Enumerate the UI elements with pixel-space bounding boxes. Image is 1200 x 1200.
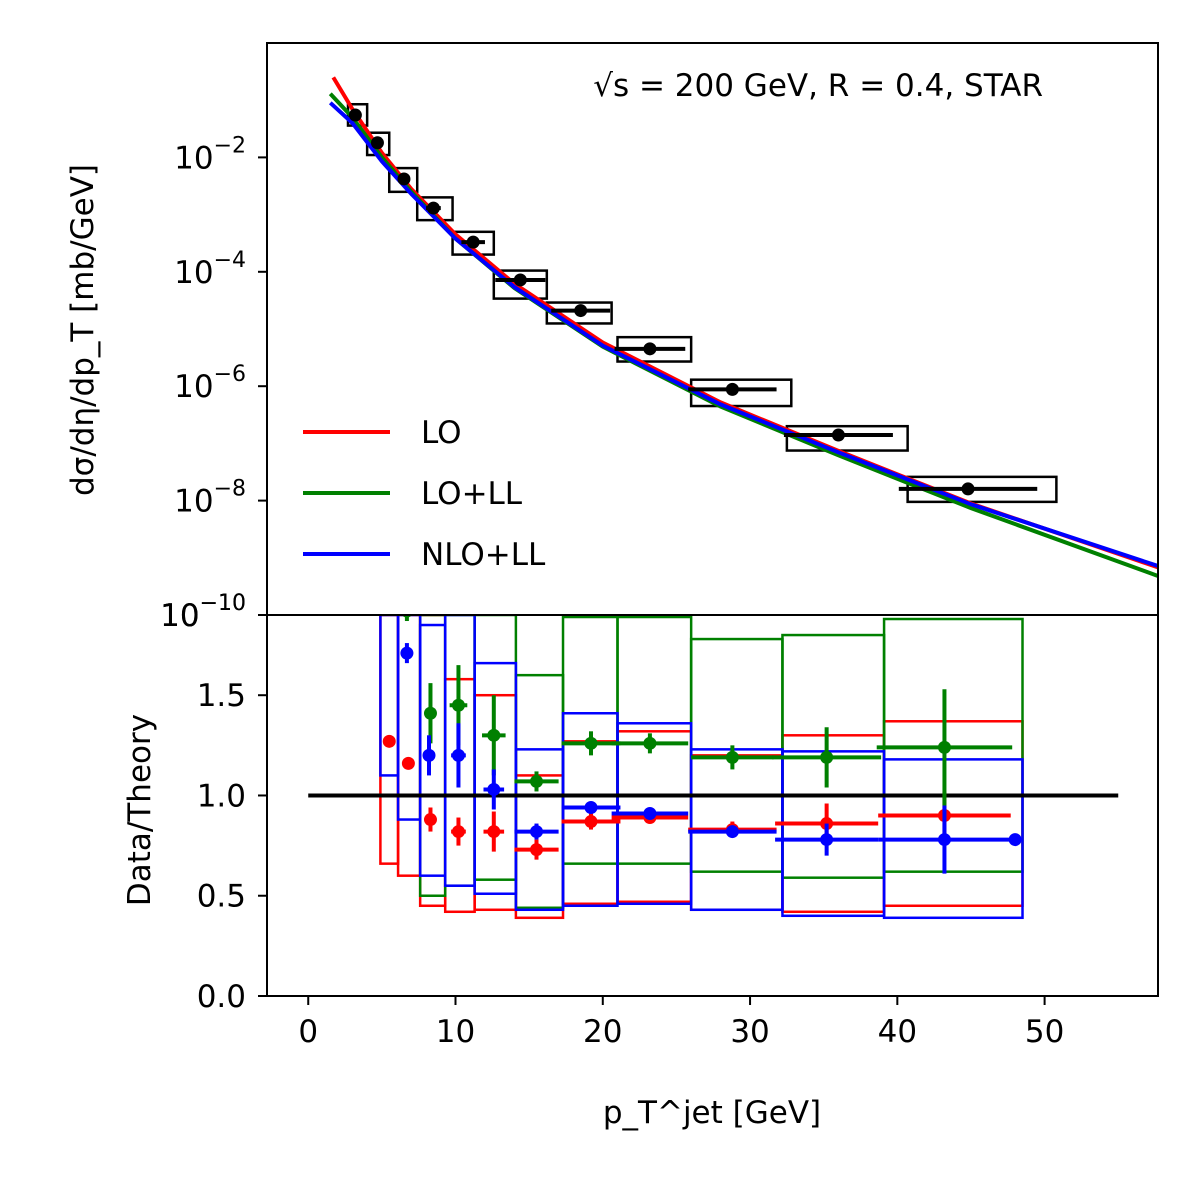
ratio-point-2-4 — [530, 825, 544, 839]
x-tick-label: 10 — [436, 1014, 475, 1050]
ratio-point-2-10 — [1008, 833, 1022, 847]
upper-panel: 10−2 10−4 10−6 10−8 10−10 √s = 200 GeV, R = … — [65, 42, 1159, 634]
star-systematic-box-9 — [785, 424, 909, 452]
x-tick-label: 30 — [730, 1014, 769, 1050]
upper-y-tick-label: 10−8 — [174, 477, 246, 520]
ratio-point-1-2 — [451, 698, 465, 712]
ratio-box-2-1 — [396, 615, 422, 821]
star-data-point-0 — [348, 108, 362, 122]
ratio-point-2-7 — [725, 825, 739, 839]
ratio-y-axis-label: Data/Theory — [122, 714, 158, 906]
energy-annotation: √s = 200 GeV, R = 0.4, STAR — [593, 68, 1043, 104]
legend-label-2: NLO+LL — [421, 537, 546, 573]
ratio-point-2-9 — [937, 833, 951, 847]
upper-y-tick-label: 10−6 — [174, 362, 246, 405]
star-systematic-box-5 — [492, 269, 549, 300]
legend: LO LO+LL NLO+LL — [303, 415, 546, 573]
ratio-point-2-2 — [451, 748, 465, 762]
ratio-point-1-9 — [937, 740, 951, 754]
upper-y-tick-label: 10−10 — [160, 591, 246, 634]
x-axis-label: p_T^jet [GeV] — [603, 1095, 821, 1131]
star-data-point-5 — [513, 273, 527, 287]
ratio-data-points — [382, 615, 1022, 874]
ratio-point-0-6 — [584, 815, 598, 829]
star-data-point-6 — [574, 304, 588, 318]
star-systematic-box-6 — [545, 301, 613, 325]
star-data-point-2 — [397, 172, 411, 186]
legend-label-1: LO+LL — [421, 476, 523, 512]
ratio-point-0-4 — [487, 825, 501, 839]
tick-exponent: −10 — [200, 591, 246, 616]
tick-exponent: −10 — [200, 591, 246, 616]
star-data-point-8 — [725, 382, 739, 396]
star-data-point-7 — [643, 342, 657, 356]
ratio-point-1-5 — [584, 736, 598, 750]
ratio-box-2-9 — [781, 750, 886, 918]
x-tick-label: 40 — [878, 1014, 917, 1050]
ratio-point-2-6 — [643, 807, 657, 821]
ratio-point-0-2 — [423, 813, 437, 827]
lower-panel: 0.0 0.5 1.0 1.5 10−10 0 10 20 30 40 50 Data/Theor… — [122, 591, 1159, 1131]
ratio-y-tick-label: 1.0 — [197, 778, 246, 814]
ratio-point-2-1 — [422, 748, 436, 762]
ratio-point-1-1 — [423, 706, 437, 720]
tick-exponent: −8 — [214, 477, 246, 502]
ratio-point-0-5 — [530, 843, 544, 857]
ratio-point-1-4 — [530, 774, 544, 788]
tick-exponent: −2 — [214, 133, 246, 158]
ratio-point-0-1 — [401, 756, 415, 770]
ratio-y-tick-label: 0.0 — [197, 979, 246, 1015]
ratio-point-2-5 — [584, 801, 598, 815]
tick-exponent: −4 — [214, 248, 246, 273]
upper-data-points — [348, 108, 1038, 496]
ratio-point-2-0 — [400, 646, 414, 660]
star-data-point-1 — [370, 136, 384, 150]
ratio-box-1-4 — [514, 673, 565, 910]
lower-plot-frame — [266, 614, 1159, 997]
ratio-y-ticks: 0.0 0.5 1.0 1.5 10−10 — [160, 591, 267, 1015]
star-systematic-box-2 — [387, 166, 419, 194]
star-data-point-10 — [961, 482, 975, 496]
ratio-y-tick-label: 1.5 — [197, 678, 246, 714]
ratio-y-tick-label: 0.5 — [197, 879, 246, 915]
x-tick-label: 20 — [583, 1014, 622, 1050]
ratio-point-2-3 — [487, 782, 501, 796]
ratio-point-0-3 — [451, 825, 465, 839]
ratio-point-2-8 — [820, 833, 834, 847]
ratio-point-1-8 — [820, 750, 834, 764]
ratio-point-1-3 — [487, 728, 501, 742]
tick-exponent: −6 — [214, 362, 246, 387]
ratio-point-1-6 — [643, 736, 657, 750]
theory-curve-nlo-plus-ll — [328, 101, 1158, 568]
upper-y-ticks: 10−2 10−4 10−6 10−8 10−10 — [160, 133, 267, 634]
upper-y-tick-label: 10−4 — [174, 248, 246, 291]
star-data-point-3 — [426, 201, 440, 215]
legend-label-0: LO — [421, 415, 462, 451]
star-data-point-9 — [831, 428, 845, 442]
ratio-box-2-0 — [379, 615, 400, 777]
ratio-point-1-7 — [725, 750, 739, 764]
ratio-point-0-0 — [382, 734, 396, 748]
upper-y-tick-label: 10−2 — [174, 133, 246, 176]
x-tick-label: 0 — [298, 1014, 318, 1050]
ratio-box-1-9 — [882, 617, 1024, 873]
ratio-systematic-boxes — [379, 615, 1024, 920]
x-ticks: 0 10 20 30 40 50 — [298, 996, 1064, 1050]
x-tick-label: 50 — [1025, 1014, 1064, 1050]
star-data-point-4 — [466, 235, 480, 249]
upper-y-axis-label: dσ/dη/dp_T [mb/GeV] — [65, 164, 101, 496]
